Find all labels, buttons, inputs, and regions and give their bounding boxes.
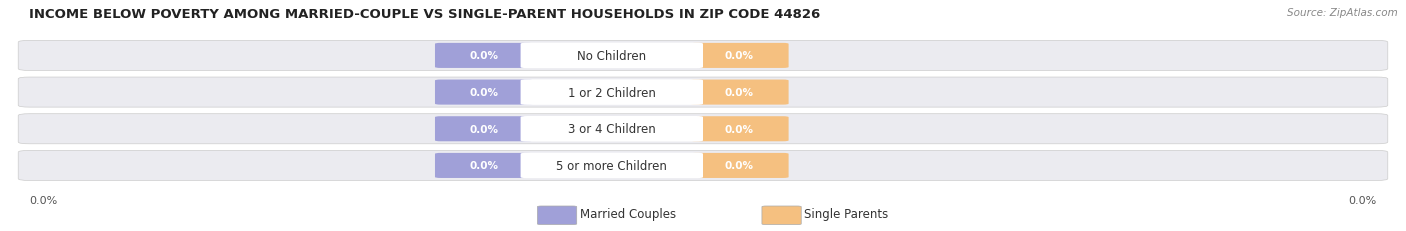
Text: 1 or 2 Children: 1 or 2 Children xyxy=(568,86,655,99)
FancyBboxPatch shape xyxy=(18,114,1388,144)
FancyBboxPatch shape xyxy=(520,43,703,69)
FancyBboxPatch shape xyxy=(18,78,1388,108)
Text: 0.0%: 0.0% xyxy=(470,124,499,134)
Text: 0.0%: 0.0% xyxy=(725,88,754,98)
Text: 0.0%: 0.0% xyxy=(1348,195,1376,205)
FancyBboxPatch shape xyxy=(762,206,801,225)
FancyBboxPatch shape xyxy=(18,41,1388,71)
Text: 0.0%: 0.0% xyxy=(470,51,499,61)
Text: No Children: No Children xyxy=(578,50,647,63)
Text: 0.0%: 0.0% xyxy=(725,161,754,171)
FancyBboxPatch shape xyxy=(690,80,789,105)
FancyBboxPatch shape xyxy=(520,116,703,142)
Text: Source: ZipAtlas.com: Source: ZipAtlas.com xyxy=(1286,8,1398,18)
Text: 5 or more Children: 5 or more Children xyxy=(557,159,668,172)
Text: Single Parents: Single Parents xyxy=(804,207,889,220)
FancyBboxPatch shape xyxy=(18,151,1388,181)
FancyBboxPatch shape xyxy=(434,153,533,178)
Text: 3 or 4 Children: 3 or 4 Children xyxy=(568,123,655,136)
FancyBboxPatch shape xyxy=(520,80,703,105)
Text: 0.0%: 0.0% xyxy=(30,195,58,205)
FancyBboxPatch shape xyxy=(434,80,533,105)
FancyBboxPatch shape xyxy=(434,117,533,142)
FancyBboxPatch shape xyxy=(690,44,789,69)
Text: 0.0%: 0.0% xyxy=(470,88,499,98)
FancyBboxPatch shape xyxy=(434,44,533,69)
FancyBboxPatch shape xyxy=(537,206,576,225)
Text: 0.0%: 0.0% xyxy=(470,161,499,171)
Text: 0.0%: 0.0% xyxy=(725,51,754,61)
Text: INCOME BELOW POVERTY AMONG MARRIED-COUPLE VS SINGLE-PARENT HOUSEHOLDS IN ZIP COD: INCOME BELOW POVERTY AMONG MARRIED-COUPL… xyxy=(30,8,821,21)
Text: Married Couples: Married Couples xyxy=(579,207,676,220)
FancyBboxPatch shape xyxy=(690,153,789,178)
Text: 0.0%: 0.0% xyxy=(725,124,754,134)
FancyBboxPatch shape xyxy=(520,153,703,178)
FancyBboxPatch shape xyxy=(690,117,789,142)
